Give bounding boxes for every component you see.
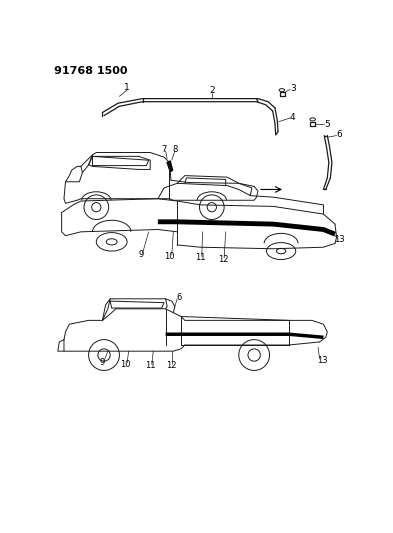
Text: 3: 3 bbox=[290, 84, 296, 93]
Text: 10: 10 bbox=[164, 252, 175, 261]
Text: 12: 12 bbox=[167, 361, 177, 370]
Text: 6: 6 bbox=[177, 293, 182, 302]
Text: 5: 5 bbox=[325, 119, 330, 128]
Text: 1: 1 bbox=[124, 83, 130, 92]
Text: 91768 1500: 91768 1500 bbox=[54, 66, 127, 76]
Text: 4: 4 bbox=[290, 114, 296, 123]
Text: 13: 13 bbox=[317, 356, 327, 365]
Text: 9: 9 bbox=[100, 358, 105, 367]
Text: 13: 13 bbox=[334, 235, 345, 244]
Text: 6: 6 bbox=[336, 130, 342, 139]
Text: 10: 10 bbox=[120, 360, 131, 369]
Text: 9: 9 bbox=[138, 251, 143, 260]
Text: 11: 11 bbox=[195, 254, 206, 262]
Text: 11: 11 bbox=[145, 361, 156, 370]
Text: 2: 2 bbox=[209, 86, 215, 95]
Text: 8: 8 bbox=[172, 145, 178, 154]
Text: 7: 7 bbox=[162, 145, 167, 154]
Text: 12: 12 bbox=[218, 255, 229, 264]
Polygon shape bbox=[167, 161, 173, 172]
